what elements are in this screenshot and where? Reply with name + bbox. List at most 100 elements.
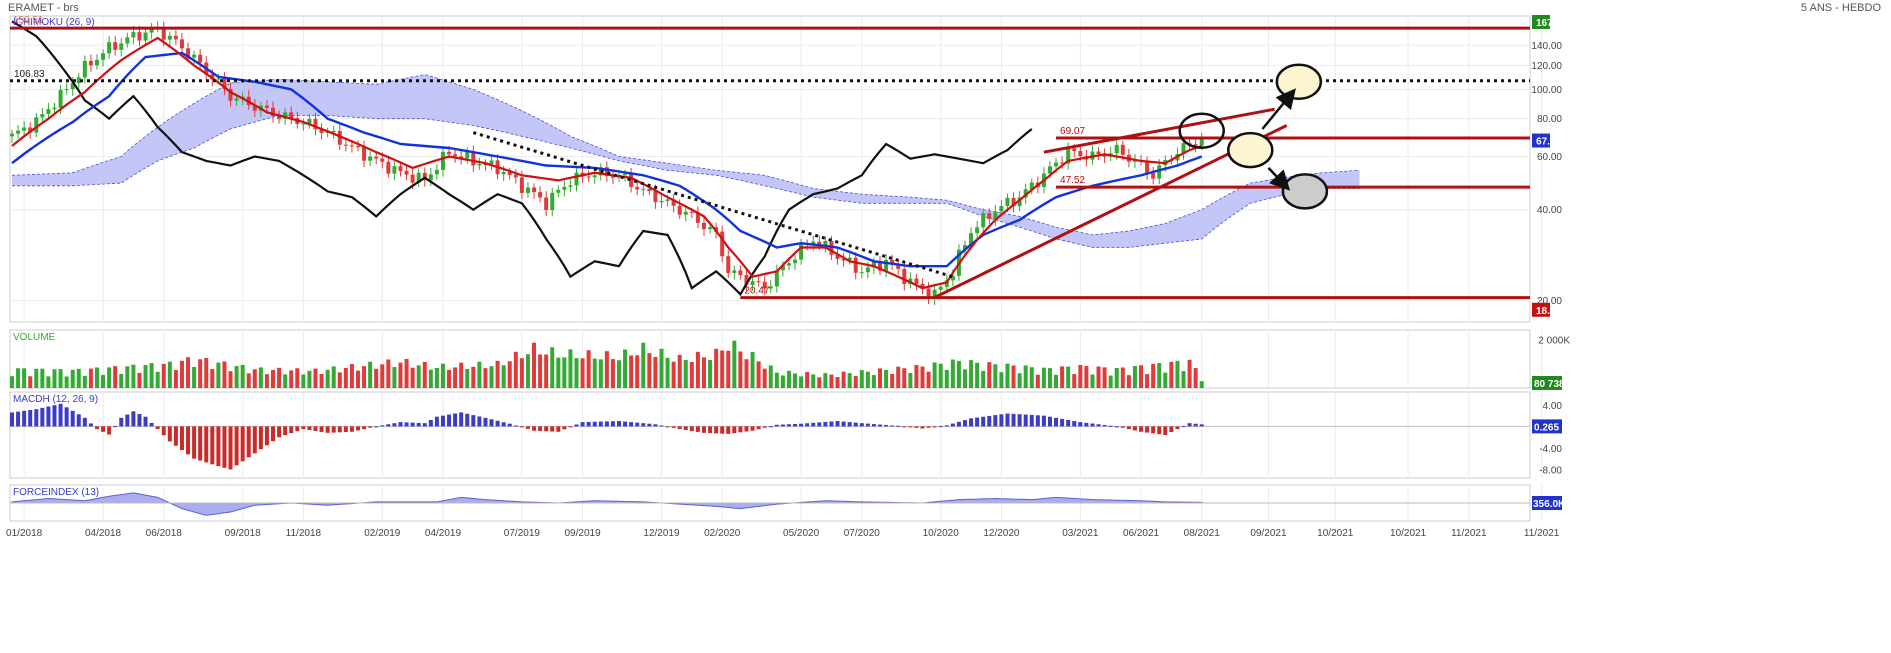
candle-body	[562, 186, 567, 190]
macd-bar	[204, 426, 209, 463]
candle-body	[404, 170, 409, 175]
candle-body	[307, 118, 312, 124]
volume-bar	[1047, 368, 1052, 388]
macd-bar	[289, 426, 294, 434]
volume-bar	[580, 358, 585, 388]
candle-body	[550, 192, 555, 211]
candle-body	[167, 35, 172, 40]
macd-bar	[398, 422, 403, 427]
macd-bar	[246, 426, 251, 458]
candle-body	[592, 175, 597, 178]
macd-bar	[865, 423, 870, 427]
level-label: 20.47	[744, 286, 769, 297]
macd-bar	[950, 423, 955, 427]
x-tick-label: 06/2021	[1123, 528, 1160, 539]
candle-body	[519, 177, 524, 193]
volume-bar	[477, 361, 482, 388]
macd-bar	[799, 423, 804, 427]
macd-bar	[647, 423, 652, 427]
volume-bar	[920, 366, 925, 388]
macd-bar	[1193, 423, 1198, 427]
candle-body	[101, 53, 106, 60]
volume-bar	[902, 368, 907, 388]
candle-body	[107, 42, 112, 54]
annotation-circle	[1227, 131, 1274, 169]
macd-bar	[969, 418, 974, 427]
candle-body	[343, 144, 348, 146]
macd-bar	[1078, 422, 1083, 427]
macd-bar	[884, 424, 889, 427]
volume-bar	[659, 348, 664, 388]
candle-body	[88, 61, 93, 66]
candle-body	[926, 288, 931, 299]
volume-tag	[1532, 376, 1562, 390]
candle-body	[890, 259, 895, 265]
volume-bar	[1108, 375, 1113, 388]
candle-body	[186, 48, 191, 58]
macd-bar	[349, 426, 354, 432]
candle-body	[532, 187, 537, 193]
candle-body	[355, 146, 360, 148]
volume-bar	[82, 375, 87, 388]
volume-bar	[1102, 367, 1107, 388]
volume-bar	[762, 368, 767, 388]
macd-bar	[489, 419, 494, 427]
kijun-sen	[11, 51, 1203, 268]
volume-bar	[440, 363, 445, 388]
y-tick-label: 4.00	[1543, 401, 1563, 412]
volume-bar	[865, 371, 870, 388]
macd-bar	[878, 424, 883, 427]
macd-bar	[46, 406, 51, 427]
volume-bar	[1175, 360, 1180, 388]
candle-body	[744, 275, 749, 286]
macd-bar	[1047, 416, 1052, 427]
volume-bar	[695, 351, 700, 388]
candle-body	[234, 98, 239, 101]
macd-bar	[568, 426, 573, 428]
volume-bar	[143, 365, 148, 388]
volume-bar	[277, 367, 282, 388]
macd-bar	[1139, 426, 1144, 432]
candle-body	[768, 286, 773, 289]
y-tick-label: 120.00	[1531, 61, 1562, 72]
candle-body	[40, 113, 45, 118]
macd-bar	[617, 421, 621, 427]
volume-bar	[744, 359, 749, 388]
candle-body	[349, 145, 354, 147]
candle-body	[1132, 160, 1137, 162]
macd-bar	[993, 415, 998, 427]
candle-body	[1047, 166, 1052, 174]
x-tick-label: 11/2018	[286, 528, 322, 539]
macd-bar	[659, 425, 664, 427]
x-tick-label: 10/2021	[1390, 528, 1427, 539]
volume-bar	[155, 371, 160, 388]
macd-bar	[386, 424, 391, 427]
macd-bar	[271, 426, 276, 442]
macd-bar	[416, 422, 421, 427]
macd-bar	[131, 411, 136, 427]
x-tick-label: 11/2021	[1524, 528, 1560, 539]
volume-bar	[841, 371, 846, 388]
macd-bar	[592, 421, 597, 427]
x-tick-label: 04/2019	[425, 528, 462, 539]
annotation-circle	[1275, 63, 1323, 101]
volume-bar	[568, 349, 573, 388]
volume-bar	[629, 355, 634, 388]
volume-bar	[76, 368, 81, 388]
candle-body	[987, 213, 992, 219]
x-tick-label: 12/2019	[643, 528, 680, 539]
volume-bar	[556, 357, 561, 388]
volume-bar	[1090, 374, 1095, 388]
volume-bar	[944, 369, 949, 388]
macd-bar	[1060, 418, 1065, 427]
volume-bar	[1151, 363, 1156, 388]
volume-bar	[1120, 367, 1125, 388]
candle-body	[283, 112, 288, 119]
macd-bar	[1017, 414, 1022, 427]
volume-bar	[167, 361, 172, 388]
candle-body	[313, 118, 318, 130]
candle-body	[149, 28, 154, 33]
volume-bar	[337, 372, 342, 388]
volume-bar	[1023, 365, 1028, 388]
price-tag	[1532, 302, 1550, 317]
